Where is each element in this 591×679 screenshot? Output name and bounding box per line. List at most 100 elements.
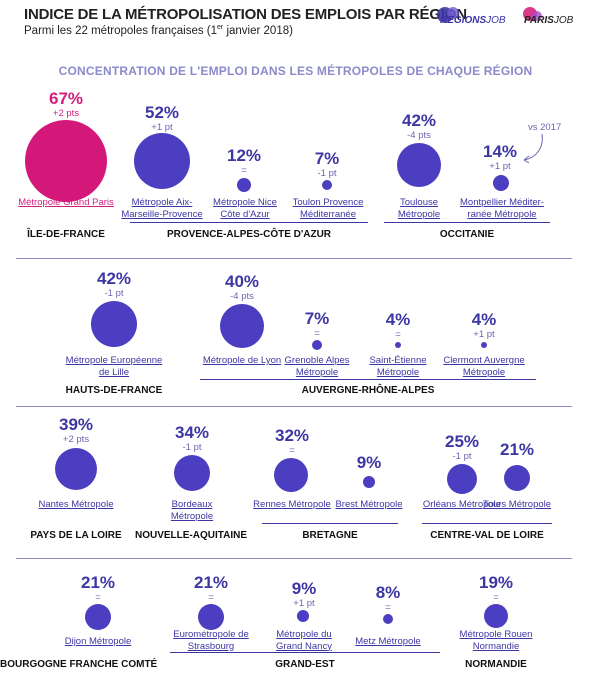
metro-label-text: Métropole Européenne de Lille [65,355,163,378]
metro-pct: 39% [58,415,94,434]
metro-pct: 4% [385,310,411,329]
metro-pct: 40% [224,272,260,291]
row-divider [16,258,572,259]
region-underline [200,379,536,380]
subtitle-main: Parmi les 22 métropoles françaises (1 [24,24,218,37]
metro-label-text: Grenoble Alpes Métropole [284,355,350,378]
metro-label-text: Bordeaux Métropole [170,499,214,522]
region-label: BRETAGNE [302,530,358,541]
metro-toulon: 7% -1 pt [267,149,387,180]
metro-label: Toulon Provence Méditerranée [284,197,372,220]
metro-circle [198,604,224,630]
region-label: GRAND-EST [275,659,335,670]
page-title: INDICE DE LA MÉTROPOLISATION DES EMPLOIS… [24,6,467,23]
metro-change: -1 pt [317,168,337,179]
metro-circle [25,120,107,202]
metro-change: +1 pt [489,161,511,172]
metro-label: Bordeaux Métropole [152,499,232,522]
metro-circle [220,304,264,348]
metro-label: Toulouse Métropole [379,197,459,220]
region-underline [422,523,552,524]
metro-change: = [314,328,320,339]
metro-label-text: Metz Métropole [355,636,421,647]
region-label: BOURGOGNE FRANCHE COMTÉ [0,659,158,670]
metro-label: Brest Métropole [329,499,409,511]
metro-pct: 19% [478,573,514,592]
metro-nancy: 9% +1 pt [244,580,364,610]
metro-pct: 14% [482,142,518,161]
metro-circle [312,340,322,350]
parisjob-logo: PARISJOB [524,15,573,26]
section-title: CONCENTRATION DE L'EMPLOI DANS LES MÉTRO… [58,64,533,78]
region-label: PAYS DE LA LOIRE [30,530,122,541]
metro-label: Métropole de Lyon [202,355,282,367]
metro-change: = [241,165,247,176]
region-label: HAUTS-DE-FRANCE [65,385,163,396]
metro-label: Clermont Auvergne Métropole [434,355,534,378]
region-label: NOUVELLE-AQUITAINE [134,530,248,541]
brand-logos: REGIONSJOB PARISJOB [434,4,584,32]
metro-rennes: 32% = [232,426,352,457]
metro-label: Nantes Métropole [36,499,116,511]
metro-label-text: Métropole de Lyon [202,355,282,366]
metro-change: -1 pt [452,451,472,462]
subtitle-superscript: er [217,24,224,31]
metro-circle [91,301,137,347]
metro-label-text: Métropole Aix-Marseille-Provence [121,197,203,220]
metro-label: Montpellier Méditer-ranée Métropole [452,197,552,220]
metro-circle [363,476,375,488]
metro-brest: 9% [309,454,429,472]
metro-label: Orléans Métropole [422,499,502,511]
metro-circle [493,175,509,191]
metro-lille: 42% -1 pt [54,269,174,300]
metro-circle [481,342,487,348]
metro-label: Métropole Grand Paris [0,197,141,209]
metro-label: Métropole Nice Côte d'Azur [204,197,286,220]
metro-circle [134,133,190,189]
metro-change: -1 pt [104,288,124,299]
metro-circle [397,143,441,187]
metro-pct: 32% [274,426,310,445]
metro-pct: 42% [96,269,132,288]
metro-pct: 34% [174,423,210,442]
metro-pct: 67% [48,89,84,108]
metro-pct: 7% [314,149,340,168]
metro-label-text: Toulon Provence Méditerranée [292,197,364,220]
region-underline [384,222,550,223]
metro-label-text: Métropole Grand Paris [18,197,114,208]
metro-label-text: Brest Métropole [335,499,403,510]
metro-change: -4 pts [230,291,254,302]
metro-label: Metz Métropole [348,636,428,648]
regionsjob-logo: REGIONSJOB [440,15,506,26]
metro-label: Grenoble Alpes Métropole [275,355,359,378]
metro-change: -4 pts [407,130,431,141]
metro-nice: 12% = [184,147,304,177]
subtitle-end: janvier 2018) [223,24,293,37]
metro-change: = [289,445,295,456]
metro-circle [274,458,308,492]
metro-change: +1 pt [293,598,315,609]
metro-dijon: 21% = [38,573,158,604]
metro-label: Rennes Métropole [252,499,332,511]
metro-circle [504,465,530,491]
logo-bubbles-icon [437,7,542,23]
metro-label-text: Montpellier Méditer-ranée Métropole [460,197,544,220]
metro-saint-etienne: 4% = [338,310,458,341]
metro-lyon: 40% -4 pts [182,272,302,303]
metro-label: Métropole Européenne de Lille [64,355,164,378]
metro-label-text: Toulouse Métropole [397,197,441,220]
metro-label: Saint-Étienne Métropole [358,355,438,378]
metro-label-text: Tours Métropole [482,499,552,510]
metro-pct: 21% [80,573,116,592]
metro-pct: 25% [444,432,480,451]
metro-pct: 9% [356,453,382,472]
metro-pct: 52% [144,103,180,122]
metro-label: Métropole du Grand Nancy [264,629,344,652]
metro-circle [383,614,393,624]
metro-tours: 21% [457,441,577,459]
region-label: ÎLE-DE-FRANCE [27,229,105,240]
region-label: NORMANDIE [465,659,527,670]
metro-pct: 42% [401,111,437,130]
metro-pct: 21% [499,440,535,459]
metro-label: Eurométropole de Strasbourg [161,629,261,652]
